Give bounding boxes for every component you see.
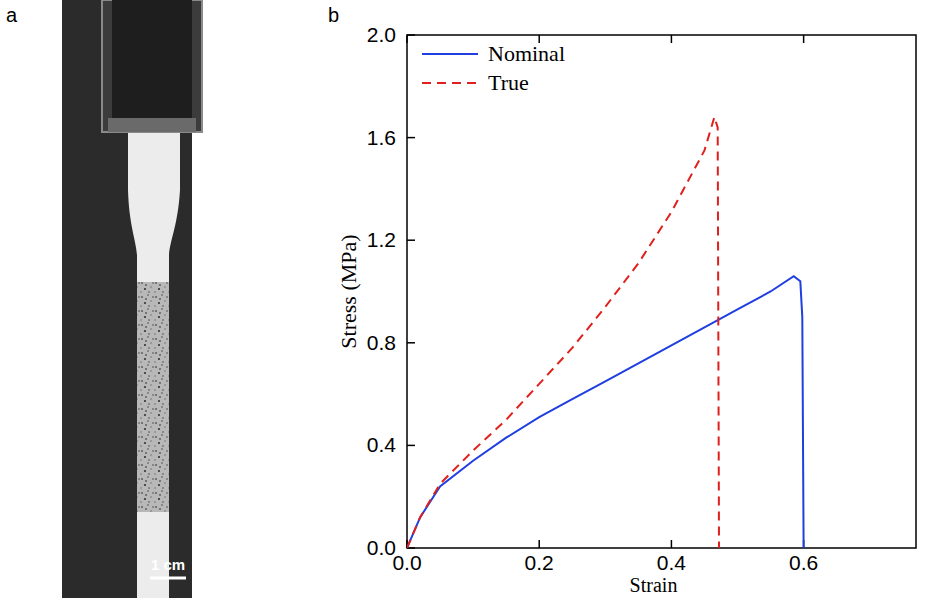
legend-label: True — [488, 70, 529, 95]
y-tick-label: 0.0 — [367, 536, 396, 559]
y-tick-label: 2.0 — [367, 23, 396, 46]
y-tick-label: 0.8 — [367, 331, 396, 354]
panel-label: a — [6, 4, 18, 26]
x-tick-label: 0.6 — [789, 551, 818, 574]
y-tick-label: 1.6 — [367, 126, 396, 149]
scale-bar — [150, 577, 186, 580]
x-tick-top — [671, 35, 673, 43]
legend-swatch — [422, 82, 478, 84]
x-tick-top — [803, 35, 805, 43]
legend-label: Nominal — [488, 41, 565, 66]
y-tick — [407, 239, 415, 241]
y-tick-label: 1.2 — [367, 228, 396, 251]
grip — [102, 0, 202, 132]
plot-frame — [407, 35, 916, 548]
panel-label: b — [328, 4, 339, 26]
series-line — [407, 276, 804, 548]
series-line — [407, 117, 719, 548]
grip-inner — [112, 0, 192, 122]
x-tick-label: 0.2 — [525, 551, 554, 574]
grip-jaw — [108, 118, 196, 132]
y-tick-label: 0.4 — [367, 433, 397, 456]
figure: a 1 cm b 0.0 0.2 0.4 0.6 0.0 0.4 0.8 1.2 1.6 2.0 Stra… — [0, 0, 928, 598]
axes: 0.0 0.2 0.4 0.6 0.0 0.4 0.8 1.2 1.6 2.0 Strain Stre… — [336, 23, 916, 596]
specimen — [128, 128, 180, 598]
x-axis-title: Strain — [630, 574, 678, 596]
x-tick — [538, 540, 540, 548]
scale-bar-label: 1 cm — [151, 556, 185, 573]
y-tick — [407, 342, 415, 344]
x-tick-label: 0.4 — [657, 551, 687, 574]
y-axis-title: Stress (MPa) — [336, 234, 361, 348]
x-tick-label: 0.0 — [392, 551, 421, 574]
y-tick — [407, 445, 415, 447]
legend: Nominal True — [422, 41, 565, 95]
y-tick — [407, 137, 415, 139]
speckle-pattern — [137, 282, 169, 512]
photo-background — [62, 0, 192, 598]
x-tick — [671, 540, 673, 548]
specimen-photo: 1 cm — [62, 0, 202, 598]
legend-swatch — [422, 53, 478, 55]
plot-area — [407, 117, 804, 548]
